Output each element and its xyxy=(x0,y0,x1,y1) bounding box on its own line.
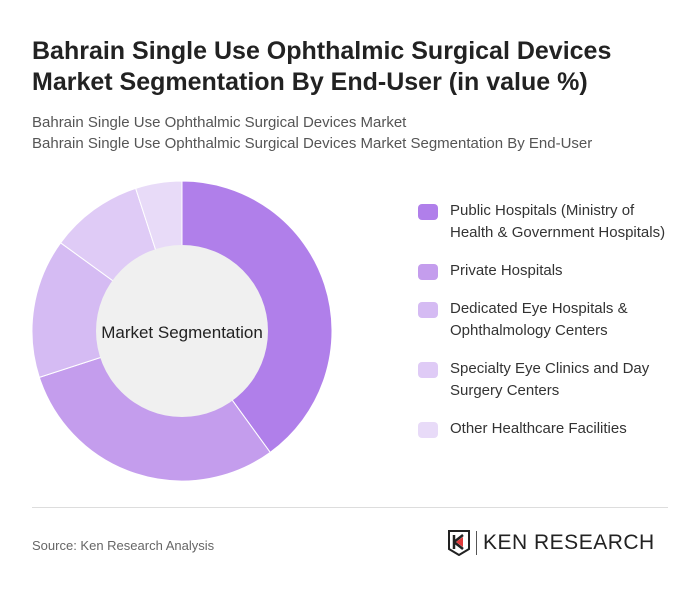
legend-item: Private Hospitals xyxy=(418,260,678,282)
legend-swatch xyxy=(418,204,438,220)
source-note: Source: Ken Research Analysis xyxy=(32,538,215,553)
logo-text: KEN RESEARCH xyxy=(476,531,655,555)
ken-research-logo: KEN RESEARCH xyxy=(448,530,655,556)
legend-label: Specialty Eye Clinics and Day Surgery Ce… xyxy=(450,360,650,399)
legend-item: Public Hospitals (Ministry of Health & G… xyxy=(418,200,678,244)
legend-item: Dedicated Eye Hospitals & Ophthalmology … xyxy=(418,298,678,342)
chart-subtitle: Bahrain Single Use Ophthalmic Surgical D… xyxy=(32,114,407,131)
divider xyxy=(32,507,668,508)
chart-subtitle-2: Bahrain Single Use Ophthalmic Surgical D… xyxy=(32,135,593,152)
legend-label: Public Hospitals (Ministry of Health & G… xyxy=(450,202,666,241)
legend-swatch xyxy=(418,302,438,318)
legend-label: Private Hospitals xyxy=(450,262,563,279)
donut-hole xyxy=(96,245,268,417)
chart-title: Bahrain Single Use Ophthalmic Surgical D… xyxy=(32,37,612,96)
legend-swatch xyxy=(418,422,438,438)
center-label: Market Segmentation xyxy=(101,323,263,342)
legend-label: Other Healthcare Facilities xyxy=(450,420,627,437)
legend-swatch xyxy=(418,264,438,280)
legend-item: Specialty Eye Clinics and Day Surgery Ce… xyxy=(418,358,678,402)
legend-label: Dedicated Eye Hospitals & Ophthalmology … xyxy=(450,300,628,339)
logo-icon xyxy=(448,530,470,556)
legend-item: Other Healthcare Facilities xyxy=(418,418,678,440)
legend: Public Hospitals (Ministry of Health & G… xyxy=(418,200,678,456)
legend-swatch xyxy=(418,362,438,378)
